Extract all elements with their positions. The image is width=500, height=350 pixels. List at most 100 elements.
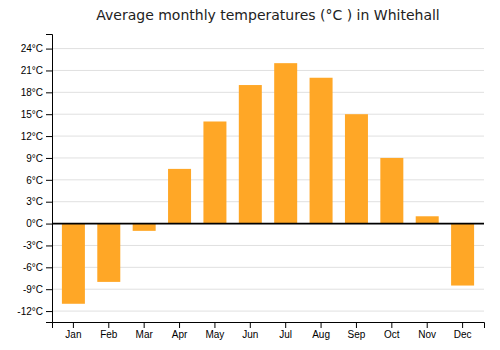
tick-mark: [46, 311, 52, 312]
tick: 6°C: [26, 175, 52, 186]
grid-line: [52, 114, 484, 115]
tick: Jul: [279, 322, 292, 340]
tick-label: 12°C: [21, 131, 43, 142]
tick: 18°C: [21, 87, 52, 98]
grid-line: [52, 70, 484, 71]
x-axis: Jan Feb Mar Apr May Jun Jul Aug Sep Oct Nov Dec: [53, 322, 485, 340]
tick: Aug: [312, 322, 330, 340]
tick-mark: [46, 114, 52, 115]
bar: [345, 114, 368, 223]
tick-label: 15°C: [21, 109, 43, 120]
tick-label: 6°C: [26, 175, 43, 186]
tick-label: -12°C: [17, 306, 43, 317]
tick-mark: [356, 322, 357, 328]
bar: [239, 85, 262, 224]
tick-mark: [46, 136, 52, 137]
tick-label: Apr: [172, 329, 188, 340]
tick-label: Sep: [348, 329, 366, 340]
tick-mark: [285, 322, 286, 328]
tick-label: Nov: [418, 329, 436, 340]
zero-line: [52, 223, 484, 225]
grid: [52, 49, 484, 311]
tick-label: 3°C: [26, 196, 43, 207]
tick: 0°C: [26, 218, 52, 229]
tick-label: May: [205, 329, 224, 340]
tick-label: 24°C: [21, 43, 43, 54]
tick-label: Aug: [312, 329, 330, 340]
bar: [416, 216, 439, 223]
tick-mark: [46, 224, 52, 225]
axis-line: [46, 35, 53, 323]
tick: Oct: [384, 322, 400, 340]
tick-mark: [144, 322, 145, 328]
tick-label: -6°C: [23, 262, 43, 273]
grid-line: [52, 136, 484, 137]
tick-mark: [46, 92, 52, 93]
tick-label: Jan: [65, 329, 81, 340]
tick-mark: [46, 245, 52, 246]
tick-label: 0°C: [26, 218, 43, 229]
tick: Feb: [100, 322, 118, 340]
tick: 3°C: [26, 196, 52, 207]
axis-line: [53, 323, 485, 329]
bar: [133, 224, 156, 231]
tick-mark: [462, 322, 463, 328]
chart: -12°C -9°C -6°C -3°C 0°C 3°C 6°C 9°C 12°C 15°C 18°…: [0, 0, 500, 350]
tick-mark: [250, 322, 251, 328]
bars: [52, 63, 484, 304]
grid-line: [52, 311, 484, 312]
tick: Mar: [136, 322, 154, 340]
tick-mark: [46, 180, 52, 181]
tick-label: -3°C: [23, 240, 43, 251]
tick: -6°C: [23, 262, 52, 273]
tick-mark: [391, 322, 392, 328]
tick: -3°C: [23, 240, 52, 251]
bar: [451, 224, 474, 286]
bar: [380, 158, 403, 224]
tick: 21°C: [21, 65, 52, 76]
bar: [168, 169, 191, 224]
tick: -9°C: [23, 284, 52, 295]
tick-mark: [46, 289, 52, 290]
tick-mark: [179, 322, 180, 328]
grid-line: [52, 223, 484, 224]
grid-line: [52, 157, 484, 158]
tick: Dec: [454, 322, 472, 340]
tick: 24°C: [21, 43, 52, 54]
bar: [310, 78, 333, 224]
y-axis: -12°C -9°C -6°C -3°C 0°C 3°C 6°C 9°C 12°C 15°C 18°…: [17, 35, 52, 323]
bar: [97, 224, 120, 282]
tick-mark: [108, 322, 109, 328]
tick: 12°C: [21, 131, 52, 142]
tick: Sep: [348, 322, 366, 340]
tick-label: -9°C: [23, 284, 43, 295]
tick: Apr: [172, 322, 188, 340]
bar: [203, 121, 226, 223]
grid-line: [52, 289, 484, 290]
tick-label: 21°C: [21, 65, 43, 76]
tick-mark: [46, 70, 52, 71]
tick-mark: [46, 158, 52, 159]
tick: Jun: [242, 322, 258, 340]
tick: Jan: [65, 322, 81, 340]
tick-mark: [427, 322, 428, 328]
tick-mark: [46, 267, 52, 268]
tick-mark: [46, 202, 52, 203]
bar: [274, 63, 297, 223]
bar: [62, 224, 85, 304]
tick: May: [205, 322, 224, 340]
tick-label: Jul: [279, 329, 292, 340]
plot: -12°C -9°C -6°C -3°C 0°C 3°C 6°C 9°C 12°C 15°C 18°…: [17, 35, 484, 341]
grid-line: [52, 48, 484, 49]
grid-line: [52, 92, 484, 93]
grid-line: [52, 201, 484, 202]
grid-line: [52, 179, 484, 180]
tick: 9°C: [26, 153, 52, 164]
tick-label: Oct: [384, 329, 400, 340]
tick-label: 9°C: [26, 153, 43, 164]
tick: Nov: [418, 322, 436, 340]
title: Average monthly temperatures (°C ) in Wh…: [96, 7, 440, 23]
tick-label: 18°C: [21, 87, 43, 98]
tick-label: Feb: [100, 329, 118, 340]
tick-mark: [321, 322, 322, 328]
